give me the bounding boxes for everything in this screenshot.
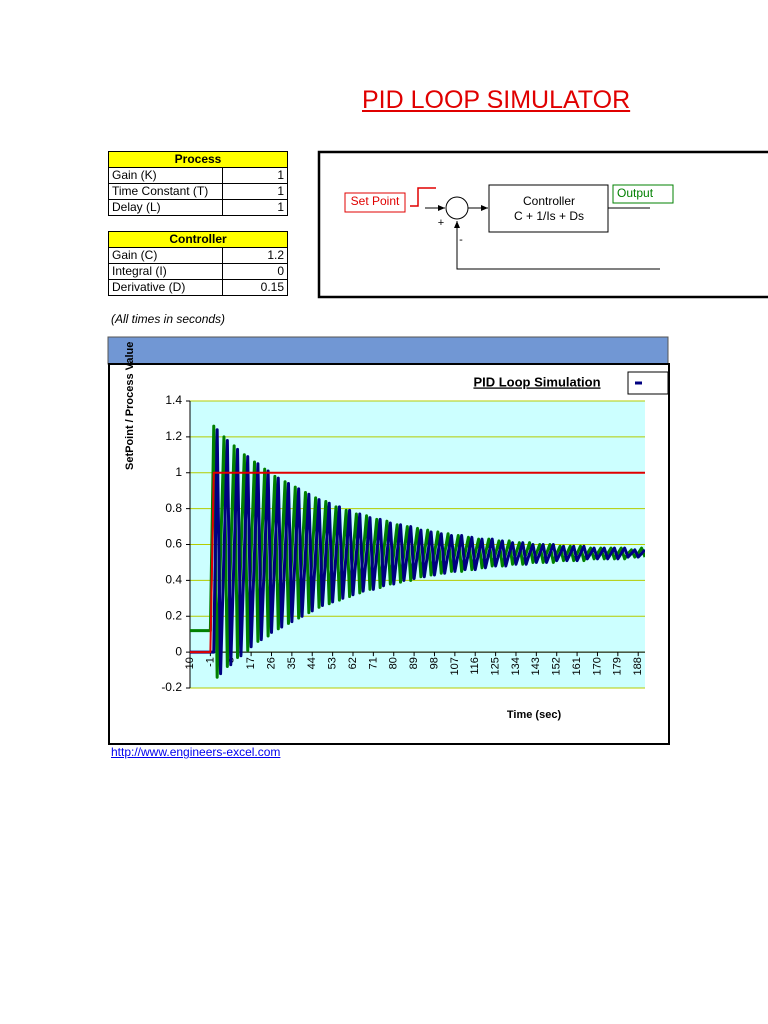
summing-junction <box>445 196 469 220</box>
feedback-line <box>454 221 660 270</box>
output-box <box>612 184 674 204</box>
param-label: Integral (I) <box>108 263 223 280</box>
y-tick-label: 0.8 <box>165 501 182 515</box>
note: (All times in seconds) <box>111 312 226 326</box>
x-tick-label: 107 <box>449 657 461 675</box>
x-tick-label: 26 <box>265 657 277 669</box>
chart-title: PID Loop Simulation <box>473 374 600 389</box>
y-tick-label: 1.4 <box>165 393 182 407</box>
x-tick-label: 188 <box>632 657 644 675</box>
table-title: Controller <box>108 231 288 248</box>
x-tick-label: 161 <box>571 657 583 675</box>
param-label: Gain (C) <box>108 247 223 264</box>
param-label: Derivative (D) <box>108 279 223 296</box>
output-label: Output <box>617 186 654 200</box>
setpoint-label: Set Point <box>351 194 400 208</box>
y-tick-label: 0 <box>175 644 182 658</box>
plot: -0.200.20.40.60.811.21.4-10 -1 8 17 26 35 44 53… <box>161 393 645 694</box>
x-tick-label: 134 <box>510 657 522 675</box>
x-tick-label: -1 <box>204 657 216 667</box>
x-tick-label: 53 <box>327 657 339 669</box>
setpoint-box <box>344 192 406 213</box>
x-axis-title: Time (sec) <box>507 709 562 721</box>
process-table: Process Gain (K) 1 Time Constant (T) 1 Del… <box>108 151 288 216</box>
series-line <box>190 471 645 654</box>
x-tick-label: -10 <box>184 657 196 673</box>
x-tick-label: 71 <box>367 657 379 669</box>
x-tick-label: 80 <box>388 657 400 669</box>
page-title: PID LOOP SIMULATOR <box>362 86 631 114</box>
x-tick-label: 17 <box>245 657 257 669</box>
minus-sign: - <box>459 234 463 246</box>
param-value: 0.15 <box>222 279 288 296</box>
y-tick-label: 0.2 <box>165 608 182 622</box>
series-line <box>190 428 645 676</box>
x-tick-label: 89 <box>408 657 420 669</box>
chart-header-band <box>107 336 669 365</box>
x-tick-label: 125 <box>490 657 502 675</box>
y-tick-label: 1 <box>175 465 182 479</box>
legend <box>627 371 669 395</box>
y-axis-title: SetPoint / Process Value <box>124 342 136 470</box>
x-tick-label: 44 <box>306 657 318 669</box>
controller-box <box>488 184 609 233</box>
x-tick-label: 62 <box>347 657 359 669</box>
controller-label: Controller <box>523 194 575 208</box>
step-icon <box>410 187 436 207</box>
param-value: 1 <box>222 199 288 216</box>
controller-formula: C + 1/Is + Ds <box>514 209 584 223</box>
plus-sign: + <box>438 217 444 229</box>
y-tick-label: -0.2 <box>161 680 182 694</box>
diagram-frame <box>317 150 768 299</box>
block-diagram: Set Point + - Controller C + 1/Is + Ds O… <box>317 150 768 299</box>
link[interactable]: http://www.engineers-excel.com <box>111 745 281 759</box>
y-tick-label: 0.6 <box>165 537 182 551</box>
x-tick-label: 143 <box>530 657 542 675</box>
x-tick-label: 35 <box>286 657 298 669</box>
y-tick-label: 1.2 <box>165 429 182 443</box>
x-tick-label: 152 <box>551 657 563 675</box>
x-tick-label: 179 <box>612 657 624 675</box>
param-label: Delay (L) <box>108 199 223 216</box>
controller-table: Controller Gain (C) 1.2 Integral (I) 0 Der… <box>108 231 288 296</box>
y-tick-label: 0.4 <box>165 573 182 587</box>
x-tick-label: 116 <box>469 657 481 675</box>
x-tick-label: 98 <box>428 657 440 669</box>
x-tick-label: 170 <box>591 657 603 675</box>
